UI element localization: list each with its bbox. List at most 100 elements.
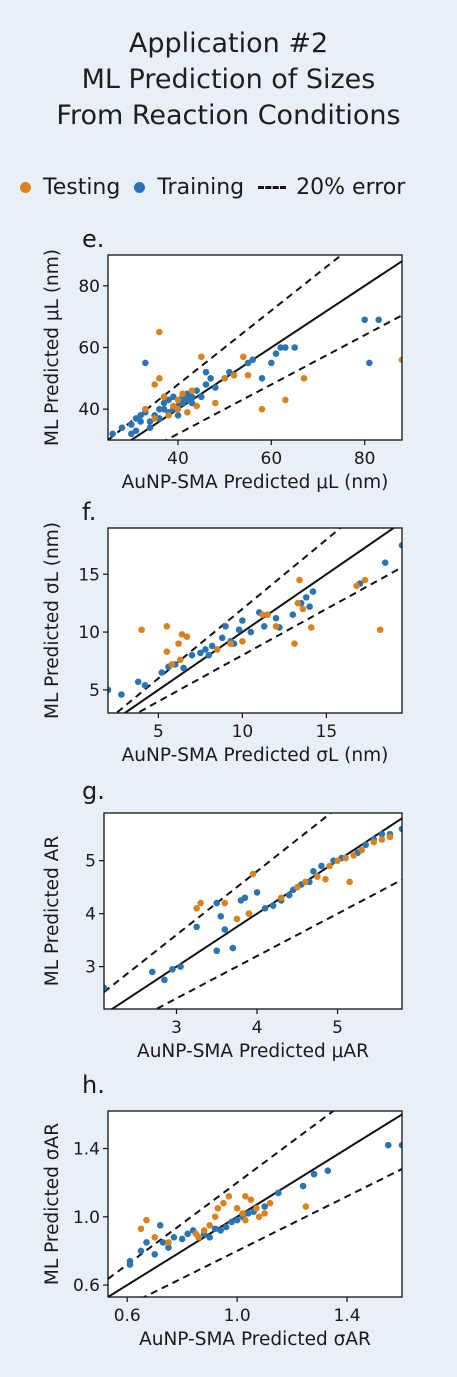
testing-point — [249, 870, 257, 878]
training-point — [165, 1244, 172, 1251]
title-line-2: ML Prediction of Sizes — [81, 64, 376, 95]
training-point — [309, 588, 317, 595]
legend-item-training: Training — [134, 175, 244, 200]
training-point — [253, 889, 261, 896]
testing-point — [168, 661, 176, 668]
testing-point — [174, 396, 182, 404]
training-point — [229, 944, 237, 952]
title-line-1: Application #2 — [128, 28, 329, 59]
training-point — [170, 393, 177, 401]
training-point — [198, 393, 205, 401]
training-point — [149, 968, 156, 976]
training-point — [205, 651, 213, 659]
y-axis-label: ML Predicted σL (nm) — [42, 522, 63, 719]
training-point — [221, 926, 229, 933]
training-point — [302, 594, 310, 601]
training-point — [160, 399, 168, 407]
testing-point — [247, 1196, 255, 1204]
training-point — [366, 359, 373, 367]
testing-point — [376, 626, 384, 634]
testing-point — [291, 640, 298, 647]
testing-point — [296, 576, 303, 584]
training-point — [384, 1141, 392, 1149]
training-point — [137, 418, 144, 425]
training-point — [289, 611, 297, 619]
training-point — [222, 622, 229, 630]
testing-point — [307, 624, 315, 631]
x-axis-label: AuNP-SMA Predicted μAR — [137, 1041, 369, 1062]
testing-point — [350, 852, 357, 859]
plot-area — [108, 255, 402, 440]
training-point — [156, 405, 163, 413]
training-point — [310, 867, 317, 875]
training-point — [193, 923, 200, 931]
figure-title: Application #2 ML Prediction of Sizes Fr… — [0, 26, 457, 134]
testing-point — [299, 605, 307, 613]
x-tick-label: 1.0 — [224, 1306, 251, 1326]
plot-frame — [107, 527, 403, 714]
testing-point — [227, 640, 234, 647]
training-point — [118, 691, 125, 698]
testing-point — [156, 328, 163, 336]
testing-point — [163, 648, 171, 656]
error-upper-line — [108, 255, 343, 440]
y-axis-label: ML Predicted μL (nm) — [42, 249, 63, 446]
x-axis-label: AuNP-SMA Predicted σAR — [139, 1329, 371, 1350]
testing-point — [264, 611, 271, 619]
training-point — [134, 678, 142, 686]
x-tick-label: 5 — [332, 1018, 343, 1038]
training-point — [306, 603, 313, 610]
y-tick-label: 5 — [85, 852, 96, 872]
x-tick-label: 0.6 — [114, 1306, 141, 1326]
training-point — [108, 686, 112, 694]
y-tick-label: 1.0 — [73, 1208, 100, 1228]
panel-label: h. — [82, 1071, 105, 1099]
training-point — [105, 443, 112, 450]
training-point — [128, 421, 135, 428]
x-tick-label: 80 — [354, 449, 376, 469]
testing-point — [174, 405, 182, 413]
training-point — [184, 390, 191, 398]
training-point — [277, 344, 284, 351]
error-upper-line — [108, 1111, 335, 1280]
testing-point — [160, 393, 168, 401]
training-point — [202, 381, 210, 388]
training-point — [159, 1239, 167, 1246]
testing-point — [165, 412, 172, 419]
training-point — [272, 350, 280, 357]
x-tick-label: 10 — [232, 722, 254, 742]
training-point — [217, 912, 225, 920]
training-point — [247, 628, 255, 636]
plot-frame — [103, 812, 403, 1010]
testing-point — [314, 873, 321, 880]
testing-point — [255, 1213, 263, 1221]
training-point — [318, 862, 325, 870]
plot-area — [104, 813, 402, 1009]
training-point — [137, 1247, 145, 1255]
testing-point — [197, 899, 204, 907]
training-point — [179, 399, 186, 407]
testing-point — [253, 1204, 260, 1212]
training-point — [261, 905, 269, 912]
training-point — [170, 1233, 178, 1241]
legend-label-error: 20% error — [296, 174, 406, 200]
testing-point — [266, 1199, 274, 1207]
training-point — [398, 542, 402, 549]
testing-point — [175, 640, 182, 647]
panel-label: g. — [82, 777, 105, 805]
testing-point — [259, 611, 266, 619]
testing-point — [211, 1213, 219, 1221]
panel-label: f. — [82, 498, 96, 526]
training-point — [291, 344, 298, 351]
testing-point — [179, 390, 186, 398]
testing-point — [225, 1193, 233, 1200]
legend-item-error: 20% error — [258, 175, 405, 200]
testing-point — [361, 576, 369, 584]
training-point — [361, 316, 368, 324]
testing-point — [151, 415, 158, 422]
testing-point — [156, 375, 163, 382]
testing-point — [302, 878, 309, 886]
x-tick-label: 40 — [167, 449, 189, 469]
testing-point — [242, 1216, 249, 1224]
testing-point — [378, 836, 386, 843]
